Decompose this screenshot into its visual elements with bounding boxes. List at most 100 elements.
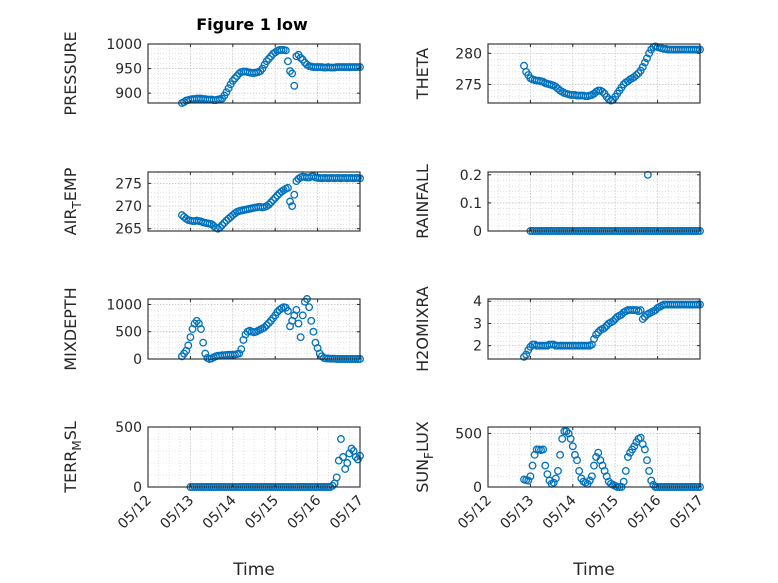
y-axis-label: SUNFLUX xyxy=(413,421,436,493)
plot-area xyxy=(488,172,700,231)
data-point xyxy=(296,333,305,342)
subplot-grid: 900 950 1000 PRESSURE 275 280 THETA 265 270 275 AI… xyxy=(61,31,707,580)
data-point xyxy=(619,477,628,486)
data-point xyxy=(556,450,565,459)
data-point xyxy=(201,349,210,358)
data-point xyxy=(260,323,269,332)
data-point xyxy=(267,198,275,207)
data-point xyxy=(621,466,630,475)
data-point xyxy=(199,338,208,347)
y-tick-label: 500 xyxy=(115,420,142,436)
data-point xyxy=(262,57,271,66)
data-point xyxy=(590,461,598,470)
data-point xyxy=(339,453,347,461)
data-point xyxy=(286,197,294,206)
y-axis-label: TERRMSL xyxy=(61,421,84,494)
y-tick-label: 1000 xyxy=(106,37,142,53)
axes-box xyxy=(147,171,361,232)
y-axis-label: PRESSURE xyxy=(61,31,80,115)
data-point xyxy=(528,461,537,470)
data-point xyxy=(267,52,275,61)
x-axis-label: Time xyxy=(572,560,615,580)
data-point xyxy=(539,445,548,454)
data-point xyxy=(640,58,649,67)
data-point xyxy=(292,305,301,314)
data-point xyxy=(636,306,645,315)
axes-box xyxy=(487,171,701,232)
data-point xyxy=(264,319,273,327)
data-point xyxy=(262,321,271,330)
data-point xyxy=(228,76,237,85)
data-point xyxy=(256,67,265,75)
data-point xyxy=(222,88,231,97)
y-tick-label: 265 xyxy=(115,222,142,238)
y-tick-label: 1000 xyxy=(106,297,142,313)
data-point xyxy=(328,481,337,490)
data-point xyxy=(520,352,528,361)
subplot-6: 2 3 4 H2OMIXRA xyxy=(413,286,704,372)
x-tick-label: 05/13 xyxy=(497,493,537,533)
data-point xyxy=(264,54,273,63)
y-axis-label: THETA xyxy=(413,48,432,100)
data-point xyxy=(558,434,567,443)
axes-box xyxy=(147,298,361,360)
data-point xyxy=(197,325,205,333)
data-point xyxy=(632,71,641,79)
y-tick-label: 0 xyxy=(133,480,142,496)
subplot-2: 275 280 THETA xyxy=(413,42,704,105)
data-point xyxy=(271,193,280,202)
x-tick-label: 05/15 xyxy=(582,493,622,533)
data-point xyxy=(332,473,341,482)
data-point xyxy=(258,64,267,73)
data-point xyxy=(562,427,571,436)
data-point xyxy=(343,459,352,467)
subplot-1: 900 950 1000 PRESSURE xyxy=(61,31,364,116)
y-tick-label: 270 xyxy=(115,199,142,215)
y-tick-label: 500 xyxy=(115,325,142,341)
x-tick-label: 05/14 xyxy=(200,492,240,532)
data-point xyxy=(551,474,560,483)
data-point xyxy=(640,445,649,454)
x-tick-label: 05/16 xyxy=(285,492,325,532)
data-point xyxy=(264,200,273,209)
axes-box xyxy=(487,43,701,104)
data-point xyxy=(286,67,294,75)
data-point xyxy=(235,349,244,358)
data-point xyxy=(592,330,601,339)
x-tick-label: 05/15 xyxy=(242,493,282,533)
data-point xyxy=(281,46,290,55)
data-point xyxy=(283,183,292,192)
y-tick-label: 4 xyxy=(473,294,482,310)
data-point xyxy=(598,87,607,96)
data-point xyxy=(590,335,598,343)
data-point xyxy=(305,303,314,312)
x-axis-label: Time xyxy=(232,560,275,580)
y-tick-label: 275 xyxy=(115,176,142,192)
axes-box xyxy=(147,426,361,488)
y-axis-label: H2OMIXRA xyxy=(413,286,432,372)
data-point xyxy=(307,316,316,325)
data-point xyxy=(630,442,639,451)
data-point xyxy=(336,435,345,443)
y-axis-label: RAINFALL xyxy=(413,164,432,239)
y-tick-label: 900 xyxy=(115,86,142,102)
x-tick-label: 05/17 xyxy=(327,493,367,533)
data-point xyxy=(186,333,195,342)
data-point xyxy=(290,81,299,90)
data-point xyxy=(645,466,654,475)
data-point xyxy=(351,453,360,461)
y-axis-label: AIRTEMP xyxy=(61,167,84,235)
data-point xyxy=(218,221,227,230)
y-tick-label: 500 xyxy=(455,426,482,442)
y-tick-label: 0 xyxy=(133,352,142,368)
x-tick-label: 05/12 xyxy=(455,493,495,533)
data-point xyxy=(283,57,292,66)
y-tick-label: 0 xyxy=(473,224,482,240)
data-point xyxy=(526,472,535,481)
data-point xyxy=(237,345,246,354)
y-tick-label: 0.2 xyxy=(460,168,482,184)
data-point xyxy=(623,453,632,461)
data-point xyxy=(568,442,577,451)
data-point xyxy=(573,456,581,465)
